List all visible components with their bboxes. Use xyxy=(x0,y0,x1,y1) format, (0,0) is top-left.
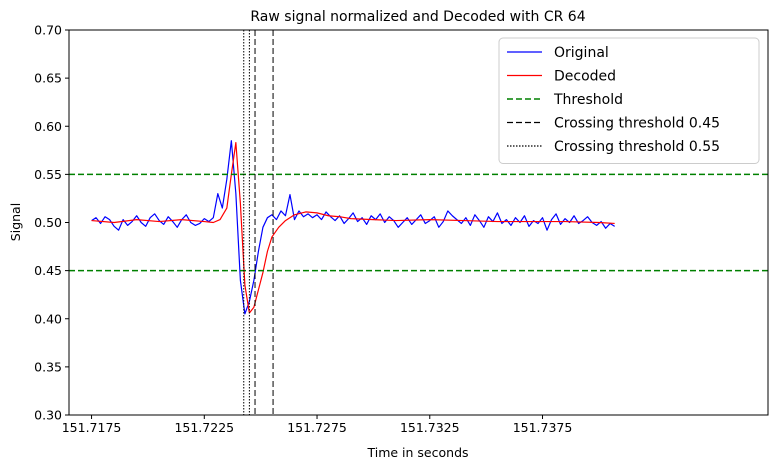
legend-label: Crossing threshold 0.45 xyxy=(554,116,720,132)
series-line-decoded xyxy=(91,142,615,314)
y-tick-label: 0.50 xyxy=(34,215,62,230)
y-tick-label: 0.30 xyxy=(34,408,62,423)
series-line-original xyxy=(91,140,615,315)
y-axis-label: Signal xyxy=(8,203,23,241)
y-tick-label: 0.35 xyxy=(34,359,62,374)
y-tick-label: 0.70 xyxy=(34,23,62,38)
x-tick-label: 151.7275 xyxy=(287,420,347,435)
legend-box xyxy=(498,37,760,164)
x-tick-label: 151.7325 xyxy=(400,420,460,435)
y-tick-label: 0.55 xyxy=(34,167,62,182)
data-layer xyxy=(69,30,768,415)
legend-label: Crossing threshold 0.55 xyxy=(554,139,720,155)
axes-frame xyxy=(68,29,769,416)
y-tick-label: 0.65 xyxy=(34,71,62,86)
y-tick-label: 0.40 xyxy=(34,311,62,326)
x-tick-label: 151.7175 xyxy=(62,420,122,435)
chart-title: Raw signal normalized and Decoded with C… xyxy=(250,9,585,25)
x-tick-label: 151.7225 xyxy=(174,420,234,435)
plot-area: 151.7175 151.7225 151.7275 151.7325 151.7375… xyxy=(34,23,769,435)
legend-label: Threshold xyxy=(553,92,623,108)
y-tick-label: 0.60 xyxy=(34,119,62,134)
x-tick-label: 151.7375 xyxy=(513,420,573,435)
legend-label: Original xyxy=(554,45,609,61)
legend: Original Decoded Threshold Crossing thresho… xyxy=(498,37,760,164)
x-axis-label: Time in seconds xyxy=(366,445,468,460)
legend-label: Decoded xyxy=(554,69,616,85)
y-tick-label: 0.45 xyxy=(34,263,62,278)
